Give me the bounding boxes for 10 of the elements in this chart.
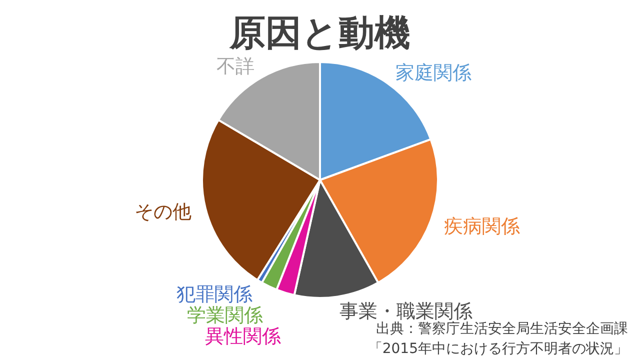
chart-title: 原因と動機 xyxy=(228,13,410,54)
slice-label: 不詳 xyxy=(216,55,255,78)
slice-label: 犯罪関係 xyxy=(176,283,252,306)
slice-label: 家庭関係 xyxy=(396,62,472,84)
source-note: 出典：警察庁生活安全局生活安全企画課 xyxy=(376,321,628,337)
text: 「2015年中における行方不明者の状況」 xyxy=(368,341,628,357)
slice-label: 異性関係 xyxy=(205,325,282,348)
slice-label: 疾病関係 xyxy=(444,215,520,238)
slice-label: その他 xyxy=(134,201,192,224)
slice-label: 学業関係 xyxy=(187,304,264,326)
